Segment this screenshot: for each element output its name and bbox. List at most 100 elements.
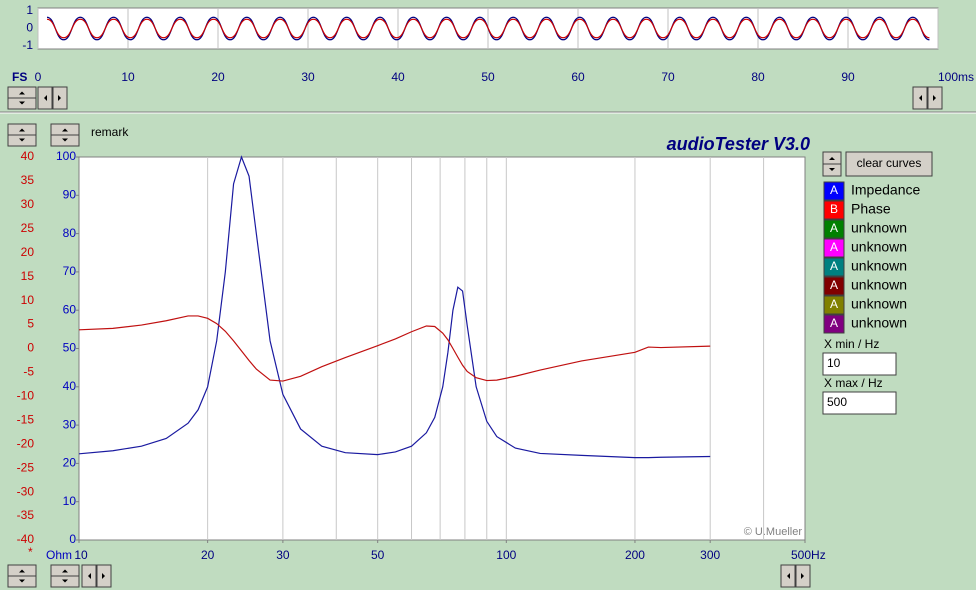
x-tick-label: 50	[371, 548, 385, 562]
legend-label: unknown	[851, 220, 907, 236]
legend-button-label: A	[830, 316, 838, 330]
y-tick-label: 80	[63, 226, 77, 240]
series-line	[46, 18, 930, 39]
plot-area	[78, 156, 806, 541]
scroll-arrow	[102, 573, 105, 579]
y-tick-label: 90	[63, 187, 77, 201]
scroll-arrow	[919, 95, 922, 101]
x-tick-label: 10	[121, 70, 135, 84]
scroll-arrow	[88, 573, 91, 579]
spin-arrow	[829, 168, 835, 171]
scroll-arrow	[58, 95, 61, 101]
legend-label: unknown	[851, 239, 907, 255]
y2-tick-label: -40	[17, 532, 35, 546]
legend-button-label: A	[830, 278, 838, 292]
x-tick-label: 20	[201, 548, 215, 562]
x-tick-label: 100	[496, 548, 516, 562]
legend-label: unknown	[851, 277, 907, 293]
y2-tick-label: -25	[17, 460, 35, 474]
y-tick-label: 0	[26, 21, 33, 35]
y-tick-label: 60	[63, 302, 77, 316]
x-tick-label: 20	[211, 70, 225, 84]
x-tick-label: 500Hz	[791, 548, 826, 562]
legend-button-label: A	[830, 240, 838, 254]
spin-arrow	[19, 91, 25, 95]
y2-tick-label: -10	[17, 389, 35, 403]
scroll-arrow	[44, 95, 47, 101]
spin-arrow	[19, 101, 25, 105]
y-tick-label: 1	[26, 3, 33, 17]
scroll-arrow	[933, 95, 936, 101]
legend-label: unknown	[851, 258, 907, 274]
y2-tick-label: 20	[21, 245, 35, 259]
legend-button-label: B	[830, 202, 838, 216]
copyright: © U.Mueller	[744, 526, 803, 538]
legend-button[interactable]	[823, 257, 845, 277]
clear-curves-label: clear curves	[857, 156, 922, 170]
spin-arrow	[62, 128, 68, 132]
x-tick-label: 30	[276, 548, 290, 562]
spin-arrow	[62, 569, 68, 573]
spin-arrow	[19, 579, 25, 583]
y-tick-label: 40	[63, 379, 77, 393]
y-tick-label: 10	[63, 494, 77, 508]
y2-tick-label: 15	[21, 269, 35, 283]
legend-button-label: A	[830, 259, 838, 273]
y2-tick-label: -35	[17, 508, 35, 522]
x-tick-label: 100ms	[938, 70, 974, 84]
x-tick-label: 300	[700, 548, 720, 562]
legend-button-label: A	[830, 221, 838, 235]
y2-tick-label: -20	[17, 436, 35, 450]
spin-arrow	[19, 569, 25, 573]
scroll-arrow	[801, 573, 804, 579]
xmin-value: 10	[827, 356, 841, 370]
legend-label: unknown	[851, 315, 907, 331]
spin-arrow	[19, 128, 25, 132]
spin-arrow	[62, 138, 68, 142]
x-tick-label: 70	[661, 70, 675, 84]
x-tick-label: 200	[625, 548, 645, 562]
y2-tick-label: 40	[21, 149, 35, 163]
y-tick-label: 70	[63, 264, 77, 278]
legend-button[interactable]	[823, 295, 845, 315]
y-axis-label: Ohm	[46, 548, 72, 562]
legend-button[interactable]	[823, 200, 845, 220]
y-tick-label: -1	[22, 38, 33, 52]
y2-tick-label: -5	[23, 365, 34, 379]
legend-button[interactable]	[823, 314, 845, 334]
legend-button[interactable]	[823, 181, 845, 201]
x-tick-label: 80	[751, 70, 765, 84]
xmax-label: X max / Hz	[824, 376, 883, 390]
y2-tick-label: 35	[21, 173, 35, 187]
app-title: audioTester V3.0	[667, 134, 810, 154]
y-tick-label: 50	[63, 341, 77, 355]
scroll-arrow	[787, 573, 790, 579]
spin-arrow	[62, 579, 68, 583]
legend-button[interactable]	[823, 238, 845, 258]
series-line	[78, 155, 711, 459]
x-tick-label: 0	[35, 70, 42, 84]
legend-label: Impedance	[851, 182, 920, 198]
legend-button-label: A	[830, 183, 838, 197]
clear-curves-button[interactable]	[845, 151, 933, 177]
y2-tick-label: -30	[17, 484, 35, 498]
scope-x-label: FS	[12, 70, 27, 84]
legend-button[interactable]	[823, 219, 845, 239]
y2-tick-label: 10	[21, 293, 35, 307]
y2-tick-label: -15	[17, 412, 35, 426]
y-tick-label: 30	[63, 417, 77, 431]
x-tick-label: 40	[391, 70, 405, 84]
x-tick-label: 60	[571, 70, 585, 84]
xmax-value: 500	[827, 395, 847, 409]
legend-button-label: A	[830, 297, 838, 311]
legend-label: unknown	[851, 296, 907, 312]
y2-tick-label: 0	[27, 341, 34, 355]
y-tick-label: 20	[63, 456, 77, 470]
x-tick-label: 30	[301, 70, 315, 84]
xmax-input[interactable]	[822, 391, 897, 415]
xmin-input[interactable]	[822, 352, 897, 376]
legend-button[interactable]	[823, 276, 845, 296]
x-tick-label: 10	[74, 548, 88, 562]
y-tick-label: 0	[69, 532, 76, 546]
